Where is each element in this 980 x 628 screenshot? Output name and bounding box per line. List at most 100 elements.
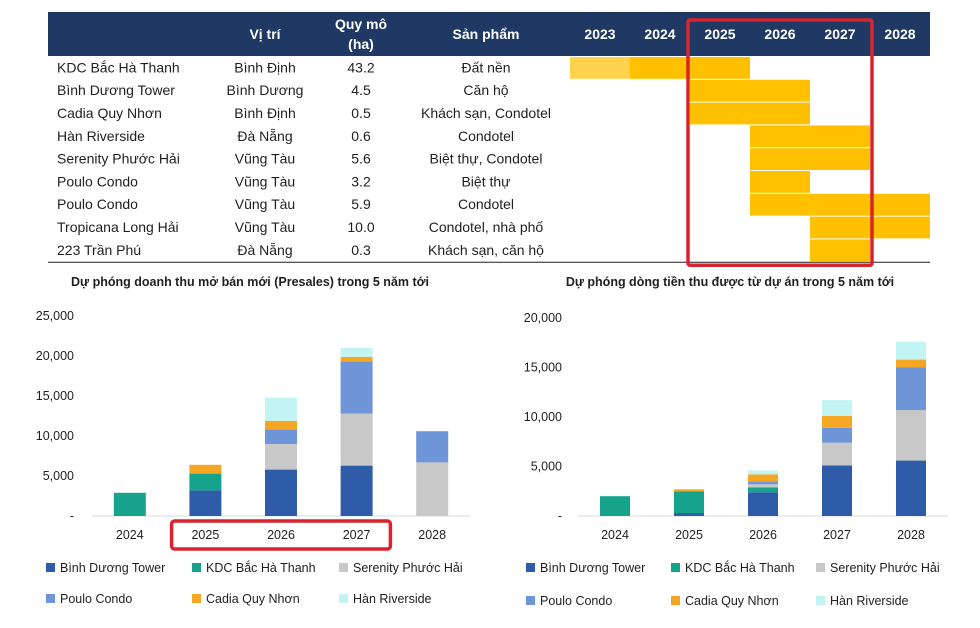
project-name: Serenity Phước Hải	[57, 151, 180, 167]
header-year-2023: 2023	[584, 26, 615, 42]
cashflow-bar-serenity-phuoc-hai-2027	[822, 442, 852, 466]
project-product: Căn hộ	[463, 82, 508, 98]
cashflow-ytick-label: 10,000	[524, 410, 562, 424]
header-scale: Quy mô	[335, 16, 387, 32]
presales-bar-binh-duong-tower-2026	[265, 469, 297, 516]
presales-legend-swatch	[192, 563, 201, 572]
project-scale: 0.6	[351, 128, 371, 144]
presales-legend-label: Poulo Condo	[60, 592, 132, 606]
timeline-cell-2026	[750, 171, 810, 193]
cashflow-legend-item: KDC Bắc Hà Thanh	[671, 560, 795, 575]
project-name: Tropicana Long Hải	[57, 219, 179, 235]
cashflow-legend-swatch	[671, 596, 680, 605]
year-highlight-box	[686, 18, 874, 267]
cashflow-bar-kdc-bac-ha-thanh-2025	[674, 491, 704, 514]
table-row: Poulo Condo Vũng Tàu 5.9 Condotel	[57, 193, 930, 216]
project-location: Vũng Tàu	[235, 219, 295, 235]
cashflow-bar-serenity-phuoc-hai-2028	[896, 410, 926, 461]
project-location: Vũng Tàu	[235, 196, 295, 212]
cashflow-bar-binh-duong-tower-2025	[674, 513, 704, 516]
timeline-cell-2026	[750, 193, 810, 216]
timeline-cell-2026	[750, 125, 810, 148]
cashflow-ytick-label: -	[558, 509, 562, 523]
cashflow-bar-poulo-condo-2028	[896, 367, 926, 411]
project-product: Khách sạn, căn hộ	[428, 242, 544, 258]
project-name: KDC Bắc Hà Thanh	[57, 59, 180, 75]
timeline-cell-2026	[750, 102, 810, 125]
cashflow-legend-label: Cadia Quy Nhơn	[685, 594, 779, 608]
presales-legend-item: Serenity Phước Hải	[339, 561, 463, 575]
cashflow-xtick-label-2024: 2024	[601, 528, 629, 542]
cashflow-ytick-label: 5,000	[531, 460, 562, 474]
presales-legend-item: Poulo Condo	[46, 592, 132, 606]
cashflow-legend-label: Poulo Condo	[540, 594, 612, 608]
presales-bar-poulo-condo-2026	[265, 429, 297, 444]
cashflow-bar-serenity-phuoc-hai-2026	[748, 484, 778, 488]
presales-legend-label: Hàn Riverside	[353, 592, 432, 606]
project-location: Đà Nẵng	[237, 242, 292, 258]
presales-xtick-label-2028: 2028	[418, 528, 446, 542]
presales-ytick-label: 25,000	[36, 309, 74, 323]
cashflow-legend-item: Serenity Phước Hải	[816, 561, 940, 575]
cashflow-legend-swatch	[816, 596, 825, 605]
table-row: Bình Dương Tower Bình Dương 4.5 Căn hộ	[57, 79, 810, 102]
cashflow-legend-item: Cadia Quy Nhơn	[671, 594, 779, 608]
presales-xtick-label-2025: 2025	[191, 528, 219, 542]
project-product: Khách sạn, Condotel	[421, 105, 551, 121]
table-row: Tropicana Long Hải Vũng Tàu 10.0 Condotel, …	[57, 216, 930, 239]
presales-title: Dự phóng doanh thu mở bán mới (Presales)…	[71, 275, 429, 289]
presales-ytick-label: 10,000	[36, 429, 74, 443]
presales-legend-item: Bình Dương Tower	[46, 561, 165, 575]
project-scale: 0.3	[351, 242, 371, 258]
cashflow-chart: Dự phóng dòng tiền thu được từ dự án tro…	[524, 275, 948, 608]
project-location: Vũng Tàu	[235, 173, 295, 189]
table-row: Poulo Condo Vũng Tàu 3.2 Biệt thự	[57, 171, 810, 193]
cashflow-legend-item: Bình Dương Tower	[526, 561, 645, 575]
header-year-2026: 2026	[764, 26, 795, 42]
cashflow-bar-binh-duong-tower-2028	[896, 460, 926, 516]
project-product: Condotel, nhà phố	[429, 219, 544, 235]
project-location: Bình Định	[234, 59, 295, 75]
project-name: Bình Dương Tower	[57, 82, 175, 98]
presales-xtick-label-2024: 2024	[116, 528, 144, 542]
project-location: Đà Nẵng	[237, 128, 292, 144]
header-year-2025: 2025	[704, 26, 735, 42]
timeline-cell-2025	[690, 57, 750, 79]
presales-legend-label: Serenity Phước Hải	[353, 561, 463, 575]
project-product: Biệt thự, Condotel	[430, 151, 543, 167]
cashflow-legend-label: Bình Dương Tower	[540, 561, 645, 575]
presales-bar-kdc-bac-ha-thanh-2024	[113, 492, 146, 516]
project-name: Poulo Condo	[57, 173, 138, 189]
presales-legend-item: KDC Bắc Hà Thanh	[192, 560, 316, 575]
presales-bar-poulo-condo-2028	[416, 431, 449, 463]
presales-bar-serenity-phuoc-hai-2026	[265, 444, 297, 470]
presales-legend-label: KDC Bắc Hà Thanh	[206, 560, 316, 575]
cashflow-bar-poulo-condo-2026	[748, 481, 778, 485]
timeline-cell-2026	[750, 79, 810, 102]
header-year-2024: 2024	[644, 26, 675, 42]
project-product: Đất nền	[461, 59, 510, 75]
presales-bar-cadia-quy-nhon-2026	[265, 420, 297, 430]
cashflow-ytick-label: 15,000	[524, 361, 562, 375]
presales-legend-swatch	[46, 563, 55, 572]
header-location: Vị trí	[249, 26, 281, 42]
presales-ytick-label: -	[70, 509, 74, 523]
presales-bar-kdc-bac-ha-thanh-2025	[189, 473, 222, 491]
table-row: Serenity Phước Hải Vũng Tàu 5.6 Biệt thự, C…	[57, 148, 870, 170]
cashflow-bar-han-riverside-2027	[822, 400, 852, 417]
presales-ytick-label: 15,000	[36, 389, 74, 403]
presales-legend-swatch	[339, 563, 348, 572]
presales-legend-swatch	[46, 594, 55, 603]
timeline-cell-2027	[810, 193, 870, 216]
cashflow-bar-han-riverside-2026	[748, 470, 778, 475]
cashflow-bar-cadia-quy-nhon-2027	[822, 416, 852, 428]
cashflow-bar-binh-duong-tower-2027	[822, 465, 852, 516]
project-name: Hàn Riverside	[57, 128, 145, 144]
cashflow-xtick-label-2027: 2027	[823, 528, 851, 542]
project-product: Condotel	[458, 196, 514, 212]
presales-bar-serenity-phuoc-hai-2028	[416, 462, 449, 516]
presales-bar-han-riverside-2027	[340, 348, 373, 357]
timeline-cell-2028	[870, 216, 930, 239]
project-location: Bình Định	[234, 105, 295, 121]
